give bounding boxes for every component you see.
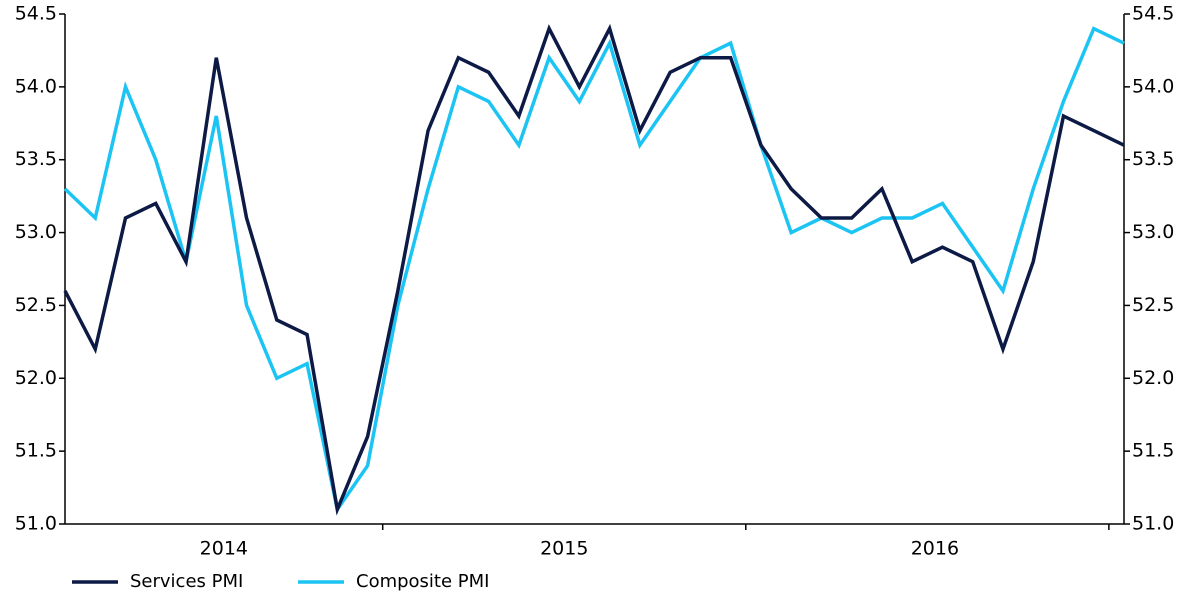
x-tick-label: 2014 [200, 538, 248, 560]
x-tick-label: 2016 [911, 538, 959, 560]
y2-tick-label: 52.0 [1132, 367, 1174, 389]
y-tick-label: 51.0 [15, 513, 57, 535]
legend-label: Services PMI [130, 571, 243, 592]
y2-tick-label: 54.0 [1132, 75, 1174, 97]
y-tick-label: 54.5 [15, 3, 57, 25]
x-tick-label: 2015 [540, 538, 588, 560]
y-tick-label: 52.0 [15, 367, 57, 389]
y2-tick-label: 53.5 [1132, 148, 1174, 170]
y-tick-label: 52.5 [15, 294, 57, 316]
y-tick-label: 51.5 [15, 440, 57, 462]
y2-tick-label: 52.5 [1132, 294, 1174, 316]
series-line [63, 23, 1125, 516]
y-tick-label: 54.0 [15, 75, 57, 97]
y-tick-label: 53.0 [15, 221, 57, 243]
y-tick-label: 53.5 [15, 148, 57, 170]
y2-tick-label: 54.5 [1132, 3, 1174, 25]
legend-label: Composite PMI [356, 571, 489, 592]
y2-tick-label: 51.0 [1132, 513, 1174, 535]
y2-tick-label: 53.0 [1132, 221, 1174, 243]
y2-tick-label: 51.5 [1132, 440, 1174, 462]
series-line [63, 26, 1125, 514]
